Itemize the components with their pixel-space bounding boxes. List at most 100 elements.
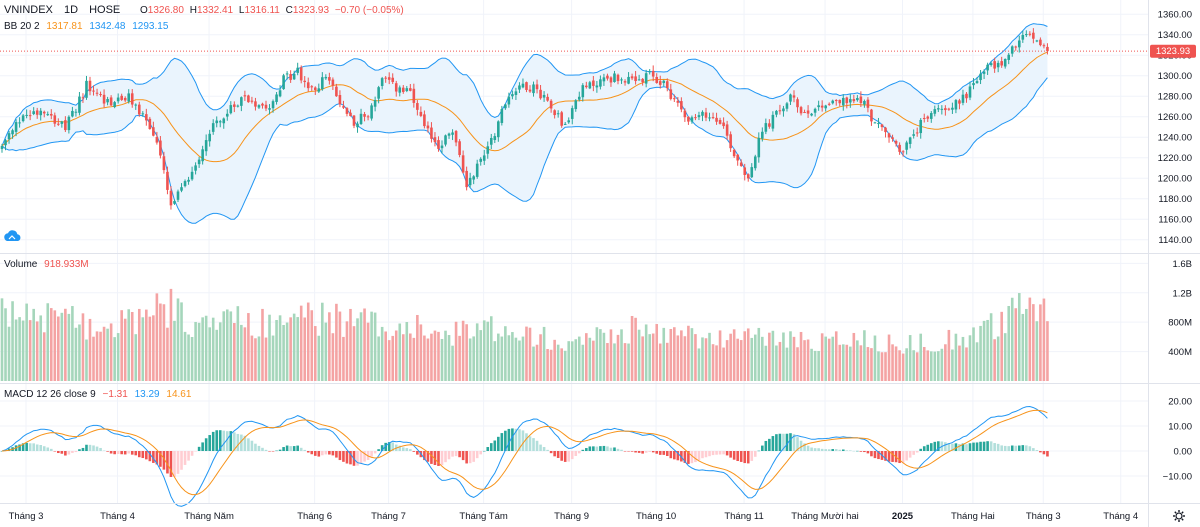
candle-body (176, 191, 180, 200)
macd-histogram-bar (137, 451, 141, 458)
cloud-icon[interactable] (4, 230, 21, 241)
macd-histogram-bar (701, 451, 704, 459)
volume-indicator-name[interactable]: Volume (4, 259, 38, 270)
volume-bar (208, 327, 211, 381)
volume-bar (592, 340, 595, 381)
volume-bar (95, 331, 99, 381)
volume-bar (841, 344, 845, 381)
volume-legend[interactable]: Volume 918.933M (4, 259, 89, 270)
macd-histogram-bar (387, 442, 391, 451)
gear-icon[interactable] (1173, 510, 1185, 522)
candle (35, 107, 39, 119)
candle (345, 107, 349, 117)
candle (560, 110, 563, 128)
volume-bar (817, 350, 820, 381)
candle (905, 140, 908, 155)
candle-body (4, 140, 7, 146)
candle-body (148, 118, 152, 130)
volume-bar (271, 335, 275, 381)
candle-body (623, 81, 627, 83)
bb-indicator-name[interactable]: BB 20 2 (4, 21, 40, 32)
volume-bar (370, 311, 373, 381)
macd-legend[interactable]: MACD 12 26 close 9 −1.31 13.29 14.61 (4, 389, 192, 400)
candle-body (796, 99, 799, 108)
macd-histogram-bar (739, 451, 743, 462)
candle-body (662, 80, 666, 84)
volume-bar (250, 335, 254, 381)
volume-bar (585, 333, 588, 381)
volume-bar (954, 333, 958, 381)
candle (940, 105, 944, 115)
volume-bar (57, 316, 60, 381)
macd-histogram-bar (275, 450, 278, 452)
volume-bar (623, 343, 627, 381)
candle-body (757, 137, 761, 158)
volume-bar (989, 313, 993, 381)
volume-tick-label: 800M (1168, 318, 1192, 329)
candle-body (592, 80, 595, 86)
candle (152, 121, 155, 137)
candle-body (887, 133, 891, 138)
candle-body (211, 123, 215, 132)
volume-bar (35, 321, 39, 381)
candle (416, 100, 419, 116)
candle-body (799, 107, 803, 114)
bb-legend[interactable]: BB 20 2 1317.81 1342.48 1293.15 (4, 21, 169, 32)
macd-histogram-bar (1032, 448, 1035, 451)
macd-histogram-bar (1046, 451, 1049, 457)
volume-bar (7, 326, 11, 381)
volume-bar (880, 352, 884, 381)
candle (982, 69, 986, 80)
macd-histogram-bar (553, 451, 556, 457)
candle (880, 123, 884, 131)
candle (472, 175, 475, 185)
volume-bar (905, 348, 908, 381)
macd-histogram-bar (458, 451, 461, 458)
macd-histogram-bar (986, 441, 989, 451)
volume-bar (972, 327, 975, 381)
volume-bar (247, 313, 250, 381)
candle (250, 96, 254, 104)
candle-body (233, 104, 236, 107)
volume-panel[interactable] (0, 288, 1049, 381)
macd-histogram-bar (486, 447, 490, 451)
macd-histogram-bar (863, 451, 866, 453)
candle (954, 98, 958, 114)
volume-bar (775, 345, 778, 381)
candle (820, 100, 824, 112)
candle (398, 85, 402, 97)
candle-body (944, 108, 947, 111)
volume-bar (563, 350, 567, 381)
volume-bar (701, 337, 704, 381)
volume-bar (570, 341, 574, 381)
symbol-name[interactable]: VNINDEX (4, 4, 54, 16)
candle-body (912, 134, 915, 136)
time-tick-label: Tháng Hai (951, 511, 995, 522)
macd-histogram-bar (581, 449, 585, 451)
macd-histogram-bar (859, 451, 863, 452)
macd-panel[interactable] (0, 405, 1049, 507)
volume-bar (1028, 297, 1032, 381)
candle (782, 105, 785, 117)
volume-bar (641, 336, 644, 381)
candle (303, 76, 307, 88)
candle (965, 92, 968, 103)
candle (504, 103, 507, 110)
candle-body (877, 123, 880, 125)
macd-histogram-bar (989, 441, 993, 451)
candle-body (722, 122, 725, 127)
volume-bar (922, 347, 926, 381)
candle-body (482, 155, 486, 161)
interval[interactable]: 1D (64, 4, 78, 16)
volume-bar (285, 322, 289, 381)
macd-histogram-bar (482, 450, 486, 452)
candle-body (130, 93, 134, 105)
symbol-legend[interactable]: VNINDEX 1D HOSE O1326.80 H1332.41 L1316.… (4, 4, 404, 16)
volume-bar (567, 341, 571, 381)
macd-indicator-name[interactable]: MACD 12 26 close 9 (4, 389, 96, 400)
candle-body (986, 64, 989, 71)
price-panel[interactable] (0, 23, 1148, 224)
candle-body (954, 100, 958, 110)
macd-tick-label: 20.00 (1168, 397, 1192, 408)
